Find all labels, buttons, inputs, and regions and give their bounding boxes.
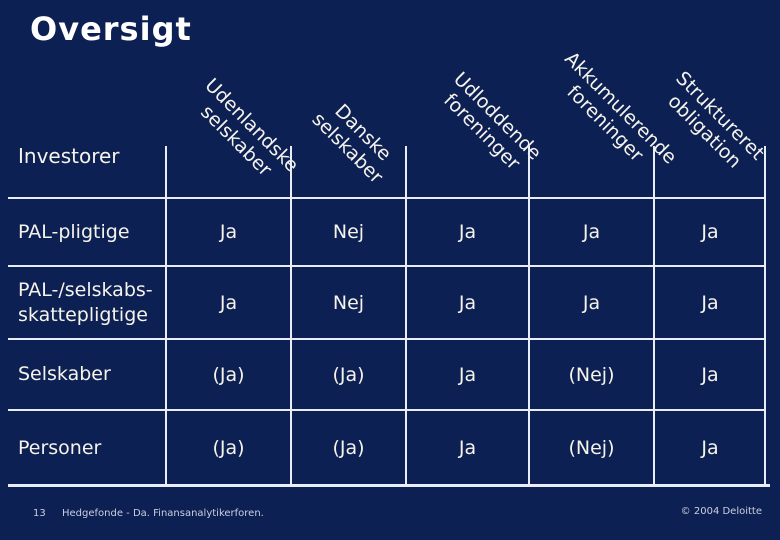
- table-grid-line-horizontal: [8, 409, 766, 411]
- table-bottom-border: [8, 484, 770, 487]
- table-grid-line-vertical: [405, 146, 407, 486]
- column-header-label: Udenlandske selskaber: [196, 74, 304, 181]
- table-grid-line-vertical: [290, 146, 292, 486]
- table-cell: (Ja): [332, 437, 365, 459]
- table-cell: Ja: [458, 291, 477, 314]
- table-cell: Nej: [332, 221, 365, 243]
- table-grid-line-horizontal: [8, 197, 766, 199]
- table-cell: (Nej): [568, 437, 615, 459]
- row-label-personer: Personer: [18, 436, 102, 459]
- column-header-label: Akkumulerende foreninger: [560, 47, 682, 169]
- table-cell: (Nej): [568, 363, 615, 386]
- table-cell: Ja: [701, 291, 719, 314]
- table-cell: Ja: [219, 221, 238, 243]
- table-cell: Ja: [219, 291, 238, 314]
- table-cell: Ja: [582, 291, 601, 314]
- table-cell: Ja: [458, 363, 477, 386]
- footer-copyright: © 2004 Deloitte: [680, 506, 762, 517]
- table-grid-line-horizontal: [8, 265, 766, 267]
- page-title: Oversigt: [30, 10, 192, 48]
- column-header-label: Struktureret obligation: [662, 67, 769, 173]
- table-grid-line-vertical: [653, 146, 655, 486]
- table-cell: Nej: [332, 291, 365, 314]
- footer-page-number: 13: [33, 508, 46, 519]
- row-label-selskaber: Selskaber: [18, 363, 111, 385]
- table-grid-line-vertical: [528, 146, 530, 486]
- footer-presentation-title: Hedgefonde - Da. Finansanalytikerforen.: [62, 508, 264, 519]
- table-cell: Ja: [701, 221, 719, 243]
- table-grid-line-vertical: [165, 146, 167, 486]
- column-header-label: Danske selskaber: [307, 100, 396, 188]
- table-cell: Ja: [458, 437, 477, 459]
- table-cell: Ja: [701, 437, 719, 459]
- table-right-border: [764, 146, 766, 486]
- table-cell: Ja: [582, 221, 601, 243]
- row-label-pal-pligtige: PAL-pligtige: [18, 220, 130, 243]
- table-cell: (Ja): [212, 437, 245, 459]
- table-row-header-title: Investorer: [18, 144, 120, 168]
- table-cell: (Ja): [212, 363, 245, 386]
- table-cell: Ja: [701, 363, 719, 386]
- table-cell: Ja: [458, 221, 477, 243]
- row-label-pal-selskabsskattepligtige: PAL-/selskabs- skattepligtige: [18, 278, 153, 326]
- table-grid-line-horizontal: [8, 338, 766, 340]
- table-cell: (Ja): [332, 363, 365, 386]
